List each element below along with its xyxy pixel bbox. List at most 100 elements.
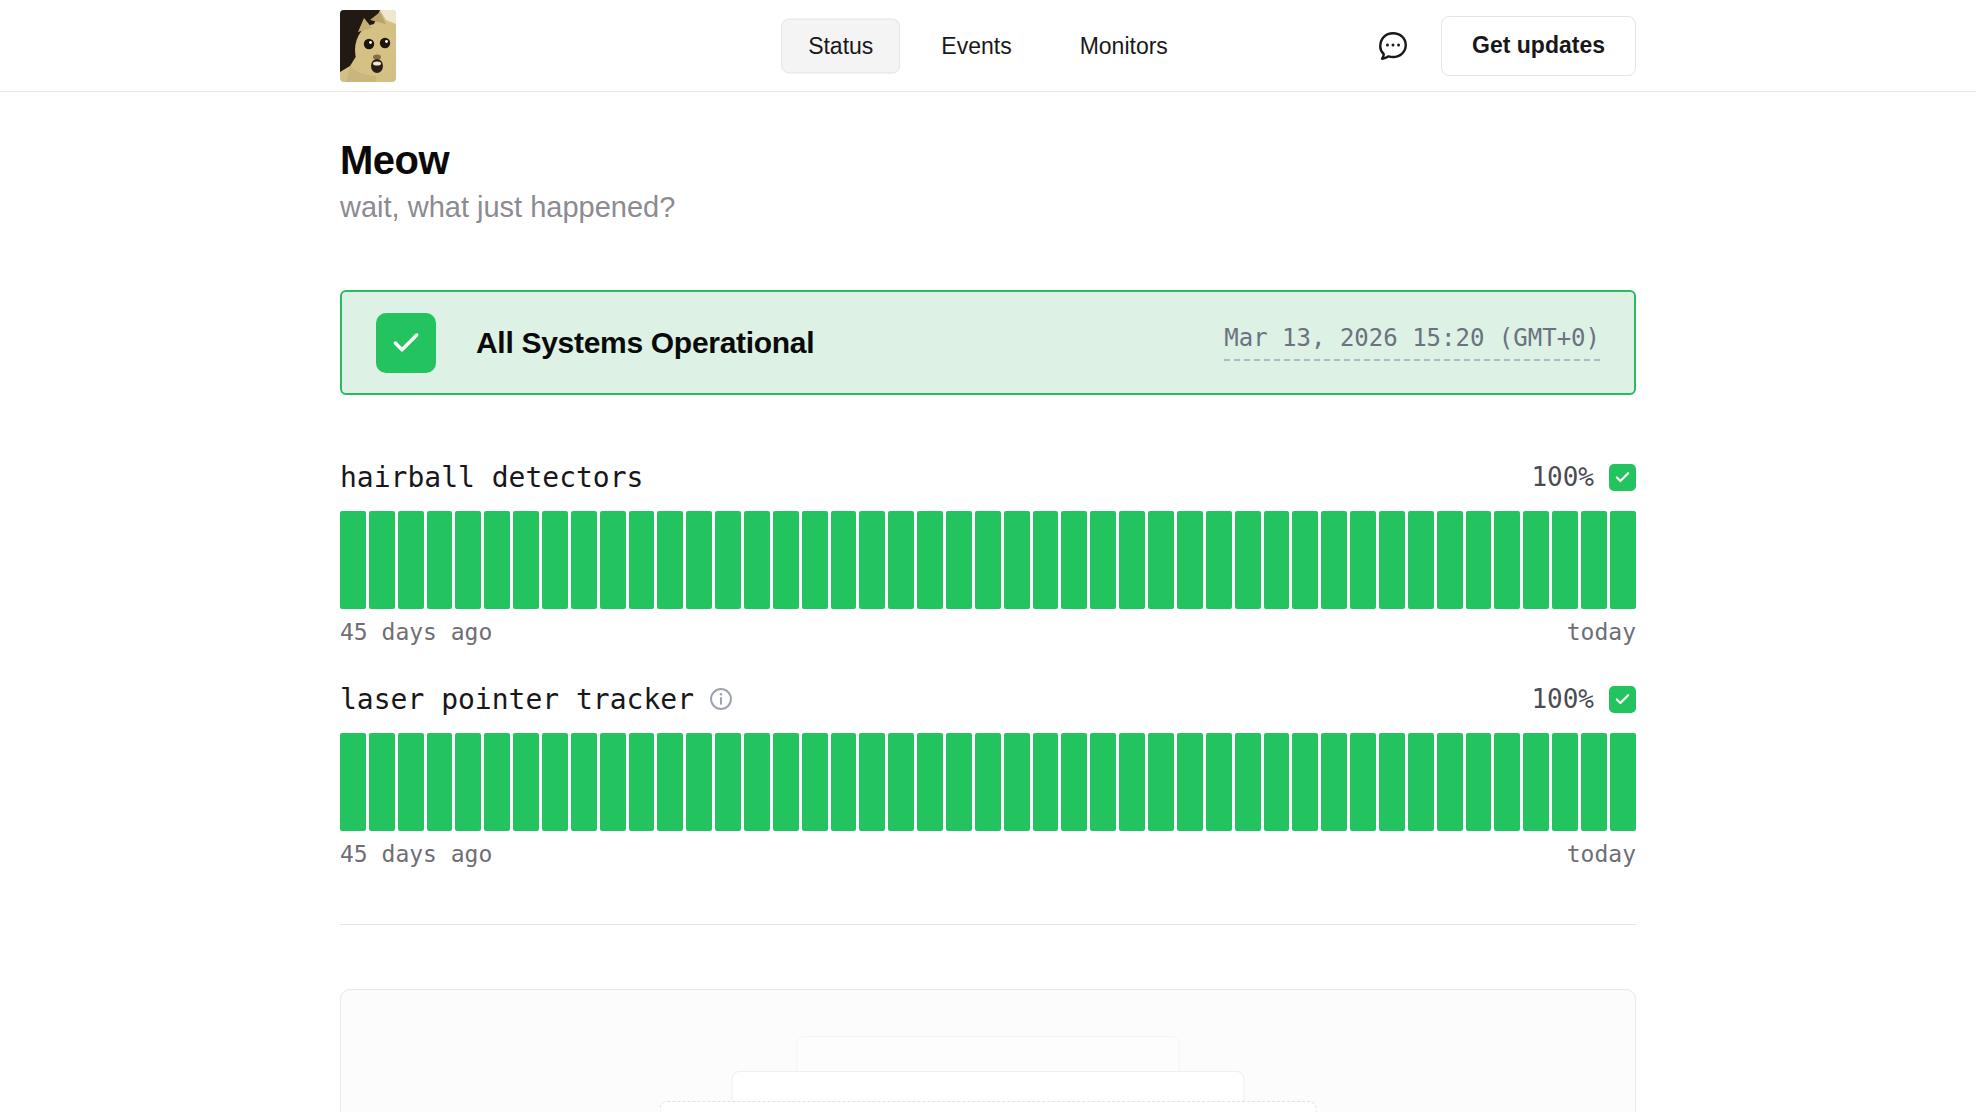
uptime-day-bar[interactable] bbox=[600, 733, 626, 831]
uptime-day-bar[interactable] bbox=[773, 511, 799, 609]
uptime-day-bar[interactable] bbox=[1004, 511, 1030, 609]
uptime-day-bar[interactable] bbox=[1350, 733, 1376, 831]
uptime-day-bar[interactable] bbox=[427, 733, 453, 831]
uptime-day-bar[interactable] bbox=[657, 733, 683, 831]
uptime-day-bar[interactable] bbox=[1206, 511, 1232, 609]
uptime-day-bar[interactable] bbox=[1061, 733, 1087, 831]
uptime-day-bar[interactable] bbox=[542, 511, 568, 609]
uptime-day-bar[interactable] bbox=[657, 511, 683, 609]
uptime-day-bar[interactable] bbox=[802, 733, 828, 831]
uptime-day-bar[interactable] bbox=[1264, 511, 1290, 609]
uptime-day-bar[interactable] bbox=[1235, 733, 1261, 831]
uptime-day-bar[interactable] bbox=[484, 511, 510, 609]
uptime-day-bar[interactable] bbox=[1610, 733, 1636, 831]
uptime-day-bar[interactable] bbox=[1004, 733, 1030, 831]
uptime-day-bar[interactable] bbox=[1437, 733, 1463, 831]
uptime-day-bar[interactable] bbox=[1119, 511, 1145, 609]
feedback-chat-button[interactable] bbox=[1373, 26, 1413, 66]
uptime-day-bar[interactable] bbox=[1119, 733, 1145, 831]
uptime-day-bar[interactable] bbox=[888, 511, 914, 609]
uptime-day-bar[interactable] bbox=[1061, 511, 1087, 609]
uptime-day-bar[interactable] bbox=[1033, 511, 1059, 609]
uptime-day-bar[interactable] bbox=[455, 511, 481, 609]
uptime-day-bar[interactable] bbox=[427, 511, 453, 609]
uptime-day-bar[interactable] bbox=[975, 733, 1001, 831]
uptime-day-bar[interactable] bbox=[1581, 733, 1607, 831]
uptime-day-bar[interactable] bbox=[744, 511, 770, 609]
uptime-day-bar[interactable] bbox=[1552, 733, 1578, 831]
uptime-day-bar[interactable] bbox=[744, 733, 770, 831]
uptime-day-bar[interactable] bbox=[888, 733, 914, 831]
section-divider bbox=[340, 924, 1636, 925]
uptime-day-bar[interactable] bbox=[629, 733, 655, 831]
uptime-day-bar[interactable] bbox=[1321, 733, 1347, 831]
tab-status[interactable]: Status bbox=[781, 18, 900, 73]
uptime-day-bar[interactable] bbox=[686, 733, 712, 831]
uptime-day-bar[interactable] bbox=[946, 733, 972, 831]
uptime-day-bar[interactable] bbox=[600, 511, 626, 609]
operational-check-icon bbox=[1609, 464, 1636, 491]
uptime-day-bar[interactable] bbox=[859, 733, 885, 831]
uptime-day-bar[interactable] bbox=[1177, 511, 1203, 609]
uptime-day-bar[interactable] bbox=[455, 733, 481, 831]
uptime-day-bar[interactable] bbox=[571, 511, 597, 609]
info-icon[interactable] bbox=[708, 686, 734, 712]
uptime-day-bar[interactable] bbox=[917, 511, 943, 609]
uptime-day-bar[interactable] bbox=[686, 511, 712, 609]
get-updates-button[interactable]: Get updates bbox=[1441, 16, 1636, 76]
uptime-day-bar[interactable] bbox=[1379, 511, 1405, 609]
uptime-day-bar[interactable] bbox=[1552, 511, 1578, 609]
uptime-day-bar[interactable] bbox=[1292, 511, 1318, 609]
uptime-day-bar[interactable] bbox=[1523, 511, 1549, 609]
uptime-day-bar[interactable] bbox=[369, 511, 395, 609]
uptime-day-bar[interactable] bbox=[946, 511, 972, 609]
uptime-day-bar[interactable] bbox=[831, 511, 857, 609]
tab-monitors[interactable]: Monitors bbox=[1053, 18, 1195, 73]
site-logo-cat[interactable] bbox=[340, 10, 396, 82]
uptime-day-bar[interactable] bbox=[398, 511, 424, 609]
uptime-day-bar[interactable] bbox=[1466, 733, 1492, 831]
uptime-day-bar[interactable] bbox=[1610, 511, 1636, 609]
uptime-day-bar[interactable] bbox=[917, 733, 943, 831]
uptime-day-bar[interactable] bbox=[1494, 733, 1520, 831]
uptime-day-bar[interactable] bbox=[571, 733, 597, 831]
uptime-day-bar[interactable] bbox=[398, 733, 424, 831]
uptime-day-bar[interactable] bbox=[513, 511, 539, 609]
status-timestamp[interactable]: Mar 13, 2026 15:20 (GMT+0) bbox=[1224, 324, 1600, 361]
uptime-day-bar[interactable] bbox=[1466, 511, 1492, 609]
uptime-day-bar[interactable] bbox=[773, 733, 799, 831]
uptime-day-bar[interactable] bbox=[1408, 511, 1434, 609]
uptime-day-bar[interactable] bbox=[1494, 511, 1520, 609]
uptime-day-bar[interactable] bbox=[802, 511, 828, 609]
uptime-day-bar[interactable] bbox=[513, 733, 539, 831]
uptime-day-bar[interactable] bbox=[715, 733, 741, 831]
uptime-day-bar[interactable] bbox=[1090, 511, 1116, 609]
uptime-day-bar[interactable] bbox=[1148, 733, 1174, 831]
uptime-day-bar[interactable] bbox=[1321, 511, 1347, 609]
uptime-day-bar[interactable] bbox=[1292, 733, 1318, 831]
uptime-day-bar[interactable] bbox=[1177, 733, 1203, 831]
uptime-day-bar[interactable] bbox=[975, 511, 1001, 609]
uptime-day-bar[interactable] bbox=[484, 733, 510, 831]
uptime-day-bar[interactable] bbox=[369, 733, 395, 831]
uptime-day-bar[interactable] bbox=[1235, 511, 1261, 609]
uptime-day-bar[interactable] bbox=[1264, 733, 1290, 831]
uptime-day-bar[interactable] bbox=[542, 733, 568, 831]
uptime-day-bar[interactable] bbox=[1148, 511, 1174, 609]
uptime-day-bar[interactable] bbox=[831, 733, 857, 831]
uptime-day-bar[interactable] bbox=[340, 733, 366, 831]
uptime-day-bar[interactable] bbox=[859, 511, 885, 609]
uptime-day-bar[interactable] bbox=[629, 511, 655, 609]
uptime-day-bar[interactable] bbox=[1033, 733, 1059, 831]
uptime-day-bar[interactable] bbox=[340, 511, 366, 609]
uptime-day-bar[interactable] bbox=[1581, 511, 1607, 609]
uptime-day-bar[interactable] bbox=[1350, 511, 1376, 609]
uptime-day-bar[interactable] bbox=[1408, 733, 1434, 831]
uptime-day-bar[interactable] bbox=[1523, 733, 1549, 831]
uptime-day-bar[interactable] bbox=[1437, 511, 1463, 609]
uptime-day-bar[interactable] bbox=[715, 511, 741, 609]
uptime-day-bar[interactable] bbox=[1206, 733, 1232, 831]
uptime-day-bar[interactable] bbox=[1379, 733, 1405, 831]
uptime-day-bar[interactable] bbox=[1090, 733, 1116, 831]
tab-events[interactable]: Events bbox=[914, 18, 1038, 73]
